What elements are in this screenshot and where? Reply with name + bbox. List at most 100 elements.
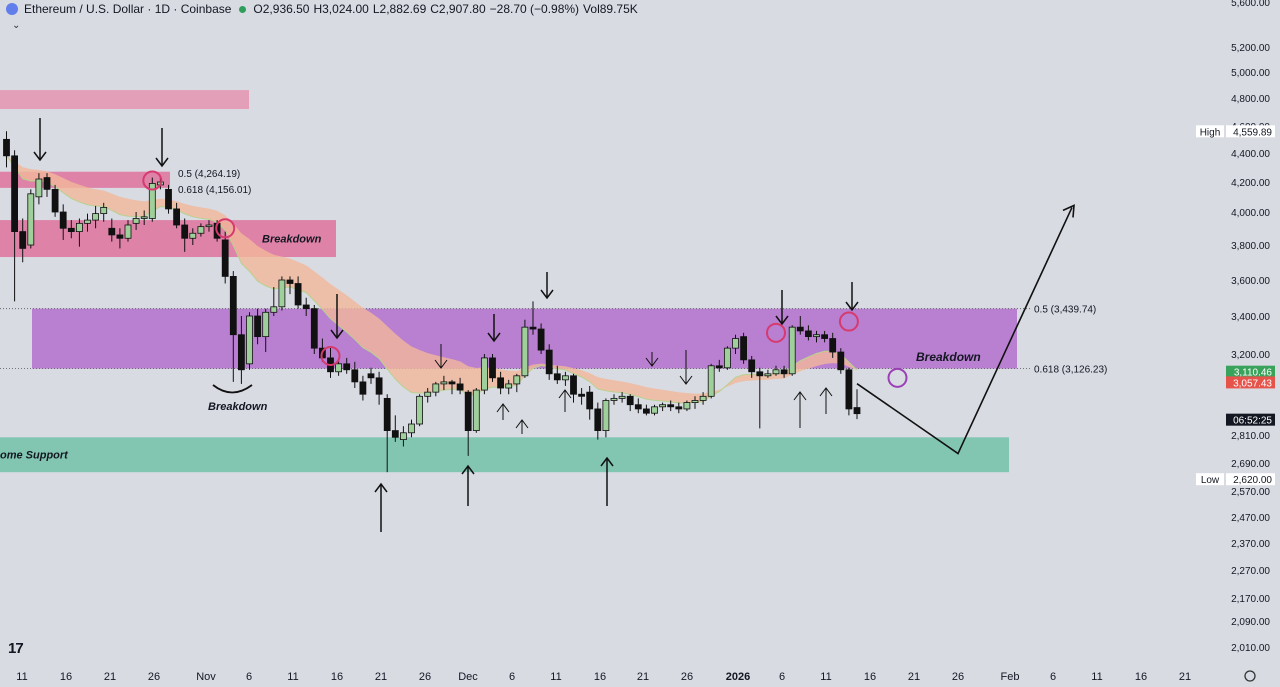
x-tick-label: 26 xyxy=(952,671,964,683)
candle-body xyxy=(391,430,399,438)
candle xyxy=(59,204,67,240)
candle xyxy=(562,371,569,386)
zone-support-4 xyxy=(0,437,1009,473)
candle-body xyxy=(343,363,351,371)
candle-body xyxy=(254,315,262,338)
breakdown-arc xyxy=(212,384,253,394)
candle-body xyxy=(845,369,853,410)
candle-body xyxy=(310,308,318,349)
price-marker-label-box xyxy=(1196,473,1224,486)
x-tick-label: 21 xyxy=(908,671,920,683)
annotation-label: 0.618 (4,156.01) xyxy=(178,185,251,196)
candle-body xyxy=(237,334,245,371)
x-tick-label: 6 xyxy=(509,671,515,683)
candle xyxy=(772,365,780,376)
up-arrow-head xyxy=(461,464,475,475)
candle-body xyxy=(302,304,310,310)
x-tick-label: 21 xyxy=(104,671,116,683)
down-arrow-head xyxy=(540,289,554,300)
x-tick-label: 11 xyxy=(550,671,561,683)
candle-body xyxy=(480,357,488,391)
candle-body xyxy=(586,391,594,410)
x-tick-label: 16 xyxy=(864,671,876,683)
candle xyxy=(651,404,658,416)
candle-body xyxy=(634,404,642,410)
candle xyxy=(11,150,19,302)
candle xyxy=(675,402,683,414)
ohlc-low: L2,882.69 xyxy=(372,2,427,16)
candle xyxy=(480,354,488,395)
candle xyxy=(173,202,181,229)
down-arrow-head xyxy=(845,301,859,312)
price-marker-value: 2,620.00 xyxy=(1233,475,1272,486)
candle xyxy=(456,377,464,395)
candle-body xyxy=(626,395,634,406)
candle xyxy=(383,394,391,473)
down-arrow-head xyxy=(679,375,693,385)
x-tick-label: Nov xyxy=(196,671,216,683)
up-arrow-head xyxy=(600,456,614,467)
candle-body xyxy=(643,408,650,414)
price-marker-value: 06:52:25 xyxy=(1233,416,1272,427)
x-tick-label: 6 xyxy=(779,671,785,683)
candle xyxy=(148,177,156,222)
candle xyxy=(683,400,691,412)
candle xyxy=(270,287,278,316)
candle xyxy=(521,319,529,378)
candle-body xyxy=(821,334,828,339)
x-tick-label: 16 xyxy=(1135,671,1147,683)
price-marker-value: 3,057.43 xyxy=(1233,378,1272,389)
y-tick-label: 4,000.00 xyxy=(1231,208,1270,219)
y-tick-label: 2,270.00 xyxy=(1231,566,1270,577)
candle xyxy=(764,369,772,378)
x-tick-label: 21 xyxy=(375,671,387,683)
candle xyxy=(505,379,513,395)
y-tick-label: 2,470.00 xyxy=(1231,513,1270,524)
x-tick-label: 21 xyxy=(1179,671,1191,683)
candle-body xyxy=(472,389,480,431)
candle xyxy=(229,271,237,382)
candle-body xyxy=(610,397,618,401)
candle-body xyxy=(853,407,861,415)
candle xyxy=(294,276,302,309)
candle xyxy=(788,325,796,376)
candle xyxy=(578,388,585,405)
settings-gear-icon[interactable] xyxy=(1244,670,1256,682)
candle-body xyxy=(270,306,278,313)
candle-body xyxy=(440,381,448,385)
y-tick-label: 2,090.00 xyxy=(1231,617,1270,628)
candle-body xyxy=(294,283,302,306)
x-tick-label: 26 xyxy=(681,671,693,683)
candle-body xyxy=(796,326,804,332)
collapse-chevron-icon[interactable]: ⌄ xyxy=(12,20,21,31)
symbol-title[interactable]: Ethereum / U.S. Dollar · 1D · Coinbase xyxy=(24,2,232,16)
candle xyxy=(286,276,294,295)
candle-body xyxy=(562,375,569,381)
price-marker-label-box xyxy=(1196,125,1224,138)
candle-body xyxy=(148,183,156,219)
candle xyxy=(732,334,739,354)
highlight-circle xyxy=(142,170,163,191)
highlight-circle xyxy=(766,322,786,343)
candle-body xyxy=(383,397,391,431)
candle xyxy=(829,332,837,358)
candle-body xyxy=(375,377,383,395)
candle xyxy=(51,184,59,217)
candle-body xyxy=(594,408,602,431)
candle xyxy=(399,426,407,447)
candle-body xyxy=(570,375,577,395)
candle-body xyxy=(173,208,181,226)
price-marker-value: 4,559.89 xyxy=(1233,127,1272,138)
candle-body xyxy=(651,406,658,414)
candle-body xyxy=(780,369,788,375)
zone-label-4: ome Support xyxy=(0,450,69,462)
candle xyxy=(724,346,731,370)
ohlc-volume: Vol89.75K xyxy=(583,2,638,16)
price-marker-label: High xyxy=(1200,127,1221,138)
candle xyxy=(132,212,140,230)
down-arrow-head xyxy=(33,151,47,162)
fib-label-0: 0.5 (3,439.74) xyxy=(1034,305,1096,316)
candle-body xyxy=(813,334,820,338)
y-tick-label: 4,200.00 xyxy=(1231,178,1270,189)
